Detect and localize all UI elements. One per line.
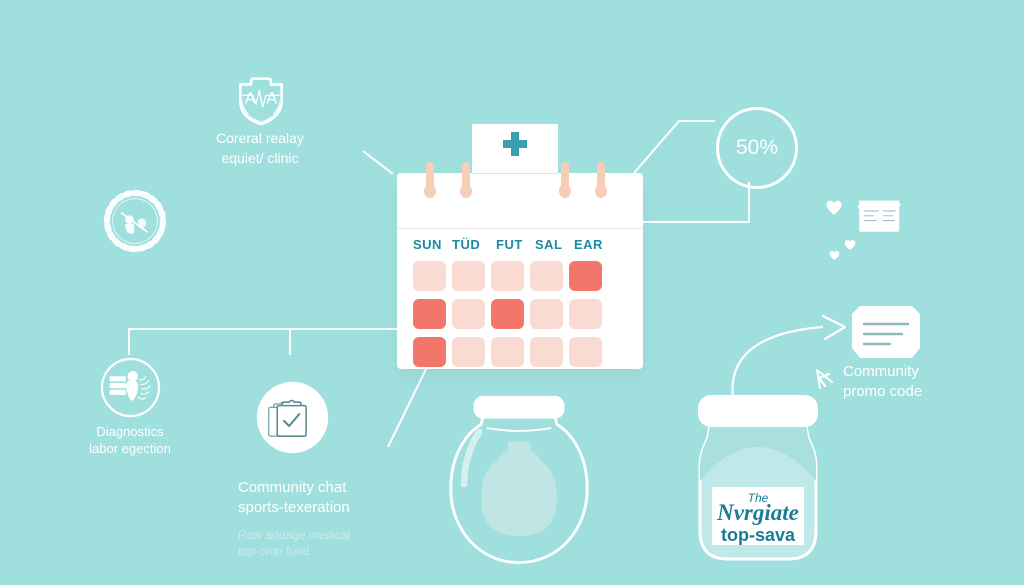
svg-text:A: A (266, 89, 277, 107)
